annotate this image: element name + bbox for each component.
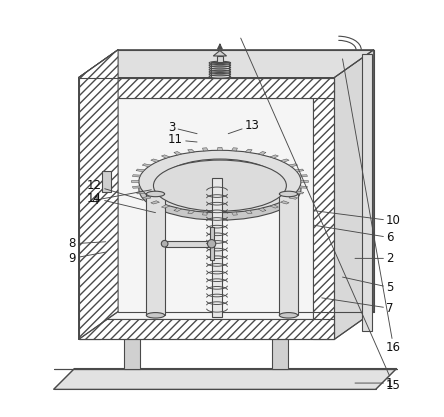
Ellipse shape <box>147 191 165 197</box>
Polygon shape <box>165 241 212 247</box>
Ellipse shape <box>279 313 297 318</box>
Polygon shape <box>258 151 266 155</box>
Polygon shape <box>136 191 145 194</box>
Polygon shape <box>245 149 252 153</box>
Polygon shape <box>213 50 226 56</box>
Polygon shape <box>270 205 278 208</box>
Text: 4: 4 <box>91 190 151 207</box>
Polygon shape <box>272 331 288 369</box>
Polygon shape <box>279 194 297 315</box>
Circle shape <box>207 240 216 248</box>
Polygon shape <box>188 149 194 153</box>
Text: 1: 1 <box>355 377 394 389</box>
Polygon shape <box>79 78 100 339</box>
Polygon shape <box>100 98 313 319</box>
Polygon shape <box>295 191 304 194</box>
Polygon shape <box>136 169 145 172</box>
Polygon shape <box>281 159 289 162</box>
Circle shape <box>161 240 168 247</box>
Polygon shape <box>212 178 222 317</box>
Ellipse shape <box>139 158 301 220</box>
Text: 8: 8 <box>68 237 106 250</box>
Polygon shape <box>299 175 307 177</box>
Polygon shape <box>210 227 214 260</box>
Polygon shape <box>299 186 307 188</box>
Polygon shape <box>334 50 374 339</box>
Polygon shape <box>162 205 170 208</box>
Text: 10: 10 <box>313 211 401 227</box>
Text: 13: 13 <box>228 119 260 134</box>
Polygon shape <box>151 159 159 162</box>
Polygon shape <box>132 175 141 177</box>
Polygon shape <box>217 56 223 62</box>
Polygon shape <box>218 147 222 150</box>
Polygon shape <box>270 155 278 158</box>
Polygon shape <box>79 78 334 98</box>
Polygon shape <box>174 151 182 155</box>
Polygon shape <box>79 319 334 339</box>
Text: 9: 9 <box>68 252 106 265</box>
Polygon shape <box>188 211 194 214</box>
Ellipse shape <box>162 159 278 204</box>
Polygon shape <box>218 213 222 216</box>
Polygon shape <box>151 201 159 204</box>
Text: 6: 6 <box>313 225 394 244</box>
Text: 12: 12 <box>87 179 143 200</box>
Polygon shape <box>362 54 373 331</box>
Text: 15: 15 <box>241 38 401 392</box>
Polygon shape <box>301 181 309 183</box>
Polygon shape <box>79 50 374 78</box>
Polygon shape <box>211 62 229 78</box>
Text: 2: 2 <box>355 252 394 265</box>
Polygon shape <box>258 208 266 211</box>
Ellipse shape <box>154 160 286 211</box>
Polygon shape <box>289 196 297 199</box>
Ellipse shape <box>165 163 275 206</box>
Polygon shape <box>313 78 334 339</box>
Polygon shape <box>174 208 182 211</box>
Polygon shape <box>131 181 139 183</box>
Polygon shape <box>79 50 118 339</box>
Text: 14: 14 <box>87 191 155 213</box>
Ellipse shape <box>139 150 301 213</box>
Polygon shape <box>202 148 208 151</box>
Polygon shape <box>231 148 238 151</box>
Text: 5: 5 <box>342 277 393 294</box>
Polygon shape <box>124 331 140 369</box>
Text: 7: 7 <box>322 298 394 315</box>
Polygon shape <box>281 201 289 204</box>
Ellipse shape <box>279 191 297 197</box>
Polygon shape <box>147 194 165 315</box>
Polygon shape <box>142 164 151 167</box>
Polygon shape <box>142 196 151 199</box>
Polygon shape <box>132 186 141 188</box>
Polygon shape <box>102 171 111 192</box>
Polygon shape <box>231 212 238 215</box>
Ellipse shape <box>147 313 165 318</box>
Text: 11: 11 <box>168 133 197 146</box>
Polygon shape <box>245 211 252 214</box>
Polygon shape <box>79 50 118 339</box>
Polygon shape <box>295 169 304 172</box>
Polygon shape <box>202 212 208 215</box>
Text: 3: 3 <box>168 121 197 134</box>
Polygon shape <box>162 155 170 158</box>
Polygon shape <box>289 164 297 167</box>
Polygon shape <box>54 369 396 389</box>
Text: 16: 16 <box>342 59 401 354</box>
